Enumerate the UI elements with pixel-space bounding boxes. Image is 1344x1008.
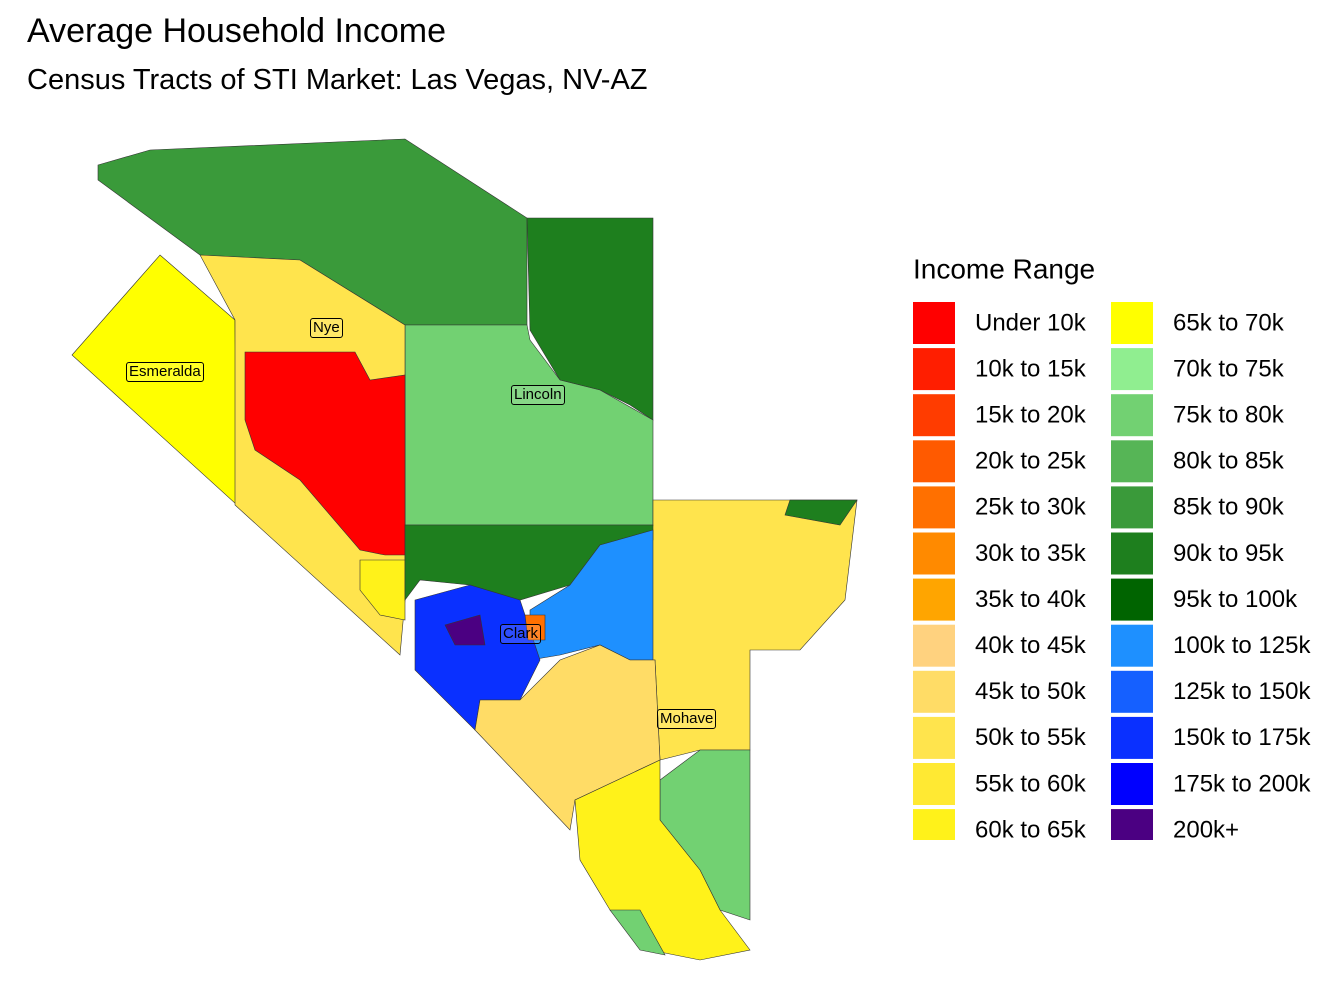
legend-swatch [913,302,955,344]
county-label: Nye [310,318,343,338]
legend-swatch [913,716,955,759]
legend-swatch [1111,578,1153,621]
legend-label: 40k to 45k [975,632,1087,659]
legend-label: 15k to 20k [975,402,1087,429]
county-label: Clark [500,624,542,644]
legend: Income Range Under 10k 10k to 15k 15k to 2… [913,253,1311,840]
legend-label: 125k to 150k [1173,678,1311,705]
county-label: Mohave [657,709,717,729]
legend-label: 85k to 90k [1173,494,1285,521]
legend-swatch [913,763,955,805]
region [609,909,666,956]
legend-swatch [913,809,955,840]
legend-swatch [1111,670,1153,713]
legend-label: 70k to 75k [1173,355,1285,382]
region [244,351,406,556]
legend-label: 75k to 80k [1173,402,1285,429]
legend-label: 25k to 30k [975,494,1087,521]
legend-swatch [1111,624,1153,667]
legend-swatch [1111,716,1153,759]
legend-label: 60k to 65k [975,816,1087,840]
region [474,644,661,831]
legend-label: 10k to 15k [975,355,1087,382]
legend-label: Under 10k [975,309,1087,336]
legend-label: 65k to 70k [1173,309,1285,336]
region [444,614,486,646]
legend-swatch [1111,348,1153,391]
title: Average Household Income [27,12,446,50]
legend-swatch [913,440,955,483]
county-label: Esmeralda [126,362,204,382]
legend-swatch [1111,394,1153,437]
legend-swatch [1111,809,1153,840]
legend-title: Income Range [913,253,1095,284]
county-label: Lincoln [511,385,565,405]
region [524,614,546,641]
legend-swatch [913,394,955,437]
legend-label: 175k to 200k [1173,770,1311,797]
legend-label: 20k to 25k [975,448,1087,475]
legend-swatch [913,532,955,575]
legend-label: 100k to 125k [1173,632,1311,659]
legend-label: 95k to 100k [1173,586,1298,613]
legend-swatch [1111,486,1153,529]
legend-swatch [1111,302,1153,344]
legend-swatch [1111,763,1153,805]
subtitle: Census Tracts of STI Market: Las Vegas, … [27,64,648,96]
legend-swatch [913,578,955,621]
legend-label: 55k to 60k [975,770,1087,797]
legend-swatch [1111,532,1153,575]
region [784,499,858,526]
legend-label: 35k to 40k [975,586,1087,613]
legend-label: 80k to 85k [1173,448,1285,475]
legend-swatch [913,624,955,667]
legend-label: 200k+ [1173,816,1239,840]
legend-label: 150k to 175k [1173,724,1311,751]
legend-label: 30k to 35k [975,540,1087,567]
map [71,138,858,961]
region [526,217,654,421]
region [359,559,406,621]
legend-swatch [913,348,955,391]
legend-swatch [1111,440,1153,483]
legend-label: 50k to 55k [975,724,1087,751]
legend-label: 45k to 50k [975,678,1087,705]
legend-swatch [913,486,955,529]
legend-label: 90k to 95k [1173,540,1285,567]
legend-swatch [913,670,955,713]
